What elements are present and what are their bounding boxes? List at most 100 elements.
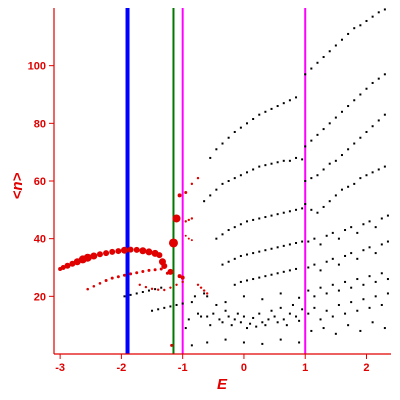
red-point (159, 267, 163, 271)
black-point (212, 312, 215, 315)
red-point (144, 285, 148, 289)
red-point (190, 239, 193, 242)
black-point (190, 301, 193, 304)
black-point (276, 321, 279, 324)
red-point (167, 268, 174, 275)
black-point (209, 324, 212, 327)
black-point (313, 295, 316, 298)
black-point (288, 243, 291, 246)
black-point (279, 338, 282, 341)
black-point (239, 321, 242, 324)
red-point (92, 284, 96, 288)
black-point (301, 207, 304, 210)
black-point (304, 203, 307, 206)
red-point (205, 292, 209, 295)
black-point (353, 142, 356, 145)
black-point (383, 327, 386, 330)
black-point (221, 142, 224, 145)
black-point (279, 292, 282, 295)
black-point (221, 263, 224, 266)
red-point (141, 270, 145, 274)
black-point (313, 306, 316, 309)
y-tick-label: 80 (34, 118, 46, 130)
black-point (276, 105, 279, 108)
black-point (227, 180, 230, 182)
black-point (344, 229, 347, 232)
black-point (141, 291, 144, 294)
black-point (209, 156, 212, 159)
black-point (334, 159, 337, 162)
black-point (371, 321, 374, 324)
black-point (313, 237, 316, 240)
black-point (249, 322, 252, 325)
black-point (193, 295, 196, 298)
black-point (270, 247, 273, 250)
black-point (227, 315, 230, 318)
black-point (337, 289, 340, 292)
black-point (261, 298, 264, 301)
red-point (115, 248, 122, 255)
x-tick-label: 2 (363, 362, 369, 374)
black-point (325, 234, 328, 237)
black-point (258, 217, 261, 220)
black-point (356, 309, 359, 312)
black-point (264, 249, 267, 252)
black-point (377, 119, 380, 122)
black-point (383, 8, 386, 11)
black-point (368, 306, 371, 309)
black-point (359, 329, 362, 332)
red-point (86, 287, 89, 291)
red-point (116, 275, 120, 279)
black-point (371, 15, 374, 18)
red-point (122, 273, 126, 277)
y-tick-label: 100 (28, 61, 46, 73)
black-point (258, 312, 261, 315)
black-point (347, 32, 350, 35)
black-point (261, 342, 264, 345)
black-point (356, 257, 359, 260)
black-point (316, 211, 319, 214)
red-point (180, 275, 185, 280)
black-point (215, 237, 218, 240)
black-point (282, 159, 285, 162)
black-point (380, 217, 383, 220)
black-point (190, 344, 193, 347)
black-point (365, 19, 368, 22)
red-point (96, 251, 103, 258)
black-point (310, 67, 313, 70)
black-point (233, 318, 236, 321)
black-point (261, 321, 264, 324)
red-point (156, 288, 160, 291)
red-point (199, 286, 203, 289)
black-point (340, 110, 343, 113)
black-point (322, 327, 325, 330)
red-point (147, 268, 151, 272)
black-point (242, 295, 245, 298)
black-point (123, 295, 126, 298)
black-point (350, 301, 353, 304)
black-point (322, 128, 325, 131)
black-point (337, 263, 340, 266)
black-point (298, 341, 301, 344)
black-point (295, 96, 298, 99)
black-point (298, 296, 301, 299)
black-point (129, 293, 132, 296)
black-point (377, 11, 380, 14)
black-point (356, 231, 359, 234)
black-point (203, 200, 206, 203)
black-point (239, 254, 242, 257)
red-point (60, 265, 66, 270)
black-point (163, 306, 166, 309)
black-point (239, 174, 242, 177)
black-point (334, 116, 337, 119)
black-point (362, 298, 365, 301)
black-point (264, 216, 267, 219)
black-point (246, 171, 249, 174)
black-point (371, 125, 374, 128)
black-point (175, 303, 178, 306)
black-point (282, 270, 285, 273)
black-point (347, 105, 350, 108)
red-point (196, 283, 200, 286)
black-point (135, 292, 138, 295)
red-point (161, 263, 168, 270)
